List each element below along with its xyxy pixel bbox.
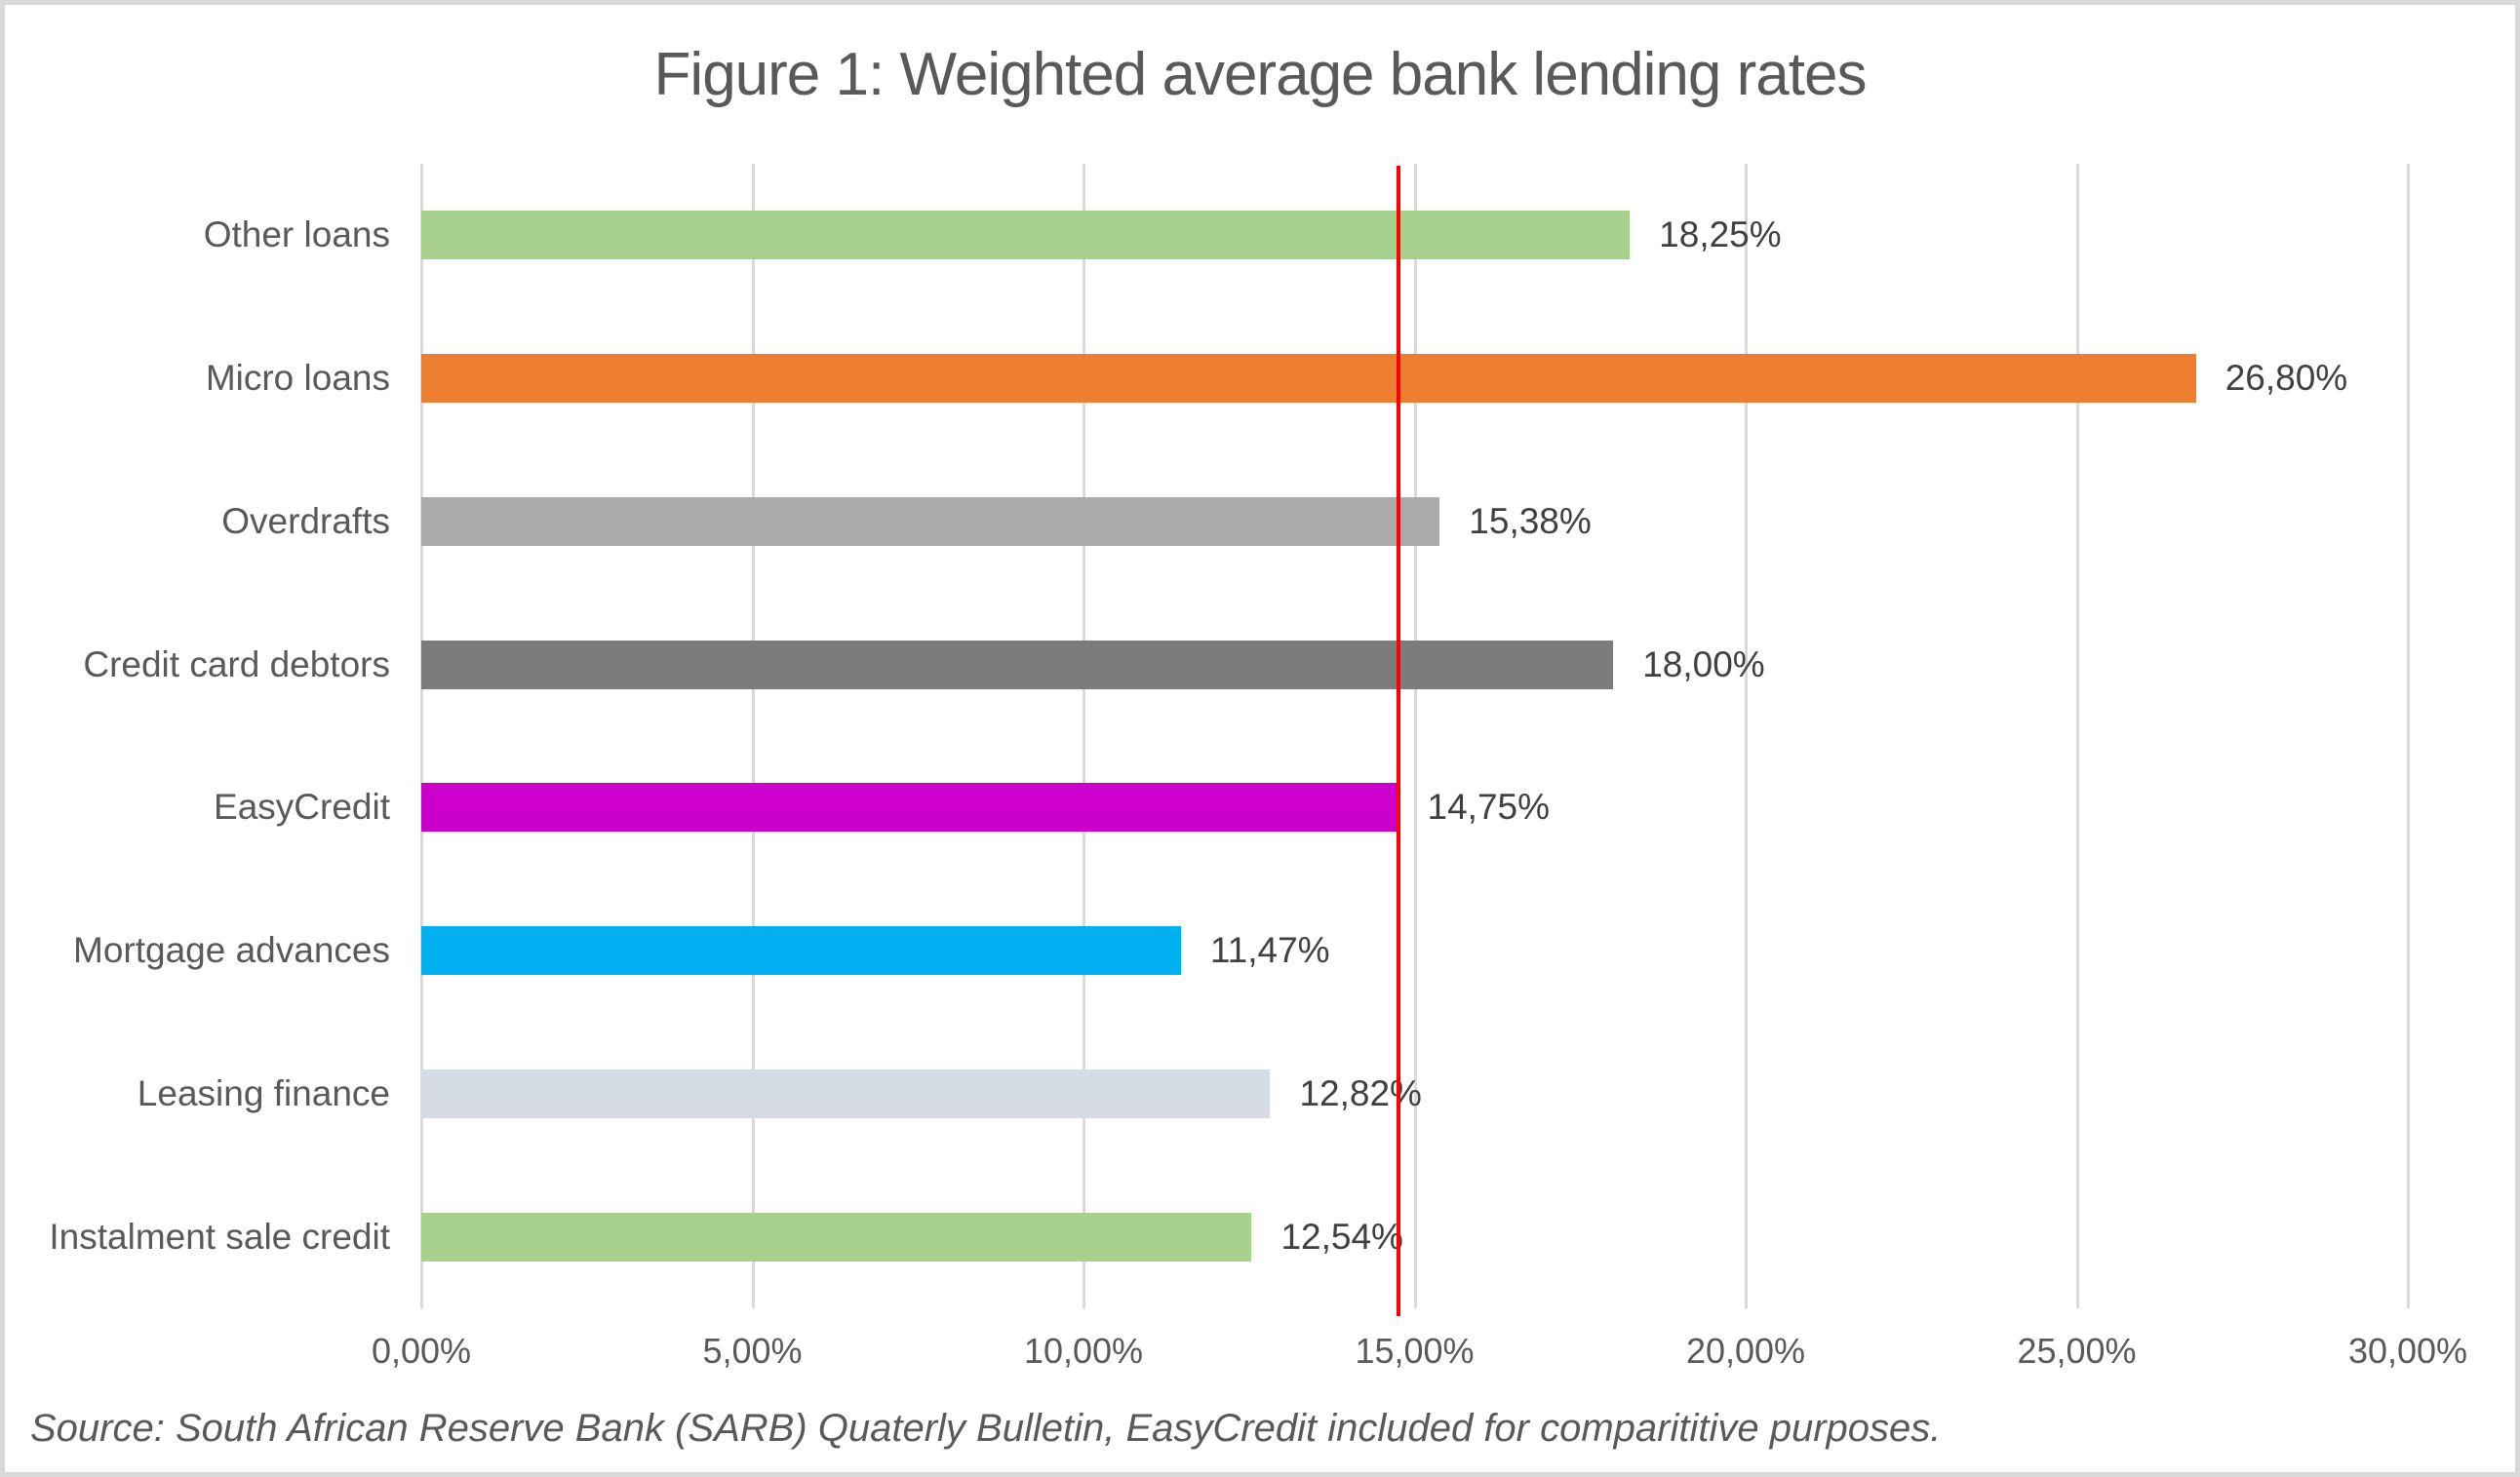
x-axis: 0,00% 5,00% 10,00% 15,00% 20,00% 25,00% 30,00% — [372, 1331, 2467, 1385]
source-note: Source: South African Reserve Bank (SARB… — [30, 1407, 1942, 1450]
bar — [421, 1212, 1252, 1262]
bar-row: Other loans 18,25% — [204, 164, 2408, 307]
category-label: EasyCredit — [214, 787, 390, 828]
category-label: Micro loans — [205, 358, 390, 399]
bar — [421, 926, 1181, 976]
x-tick-label: 5,00% — [702, 1331, 803, 1371]
bar-row: EasyCredit 14,75% — [214, 736, 2408, 879]
category-label: Credit card debtors — [83, 643, 390, 684]
category-label: Overdrafts — [221, 500, 390, 541]
bar — [421, 640, 1614, 689]
x-tick-label: 25,00% — [2017, 1331, 2137, 1371]
bar — [421, 496, 1440, 546]
bar-row: Overdrafts 15,38% — [221, 450, 2408, 594]
x-tick-label: 15,00% — [1355, 1331, 1475, 1371]
bar — [421, 1069, 1271, 1118]
category-label: Other loans — [203, 214, 390, 255]
bar-row: Credit card debtors 18,00% — [83, 593, 2408, 736]
value-label: 26,80% — [2225, 358, 2348, 399]
category-label: Leasing finance — [137, 1072, 390, 1113]
reference-line — [1396, 166, 1400, 1316]
value-label: 11,47% — [1209, 930, 1330, 971]
gridline — [751, 164, 755, 1308]
gridline — [420, 164, 423, 1308]
bar-row: Mortgage advances 11,47% — [73, 879, 2408, 1023]
gridline — [1413, 164, 1417, 1308]
category-label: Mortgage advances — [73, 930, 390, 971]
bar-row: Leasing finance 12,82% — [138, 1023, 2408, 1166]
gridline — [2075, 164, 2079, 1308]
gridline — [2407, 164, 2410, 1308]
gridline — [1083, 164, 1085, 1308]
chart-title: Figure 1: Weighted average bank lending … — [653, 41, 1868, 108]
x-tick-label: 20,00% — [1685, 1331, 1806, 1371]
value-label: 12,82% — [1299, 1072, 1422, 1113]
x-tick-label: 0,00% — [371, 1331, 472, 1371]
value-label: 12,54% — [1280, 1216, 1403, 1257]
value-label: 18,25% — [1659, 214, 1782, 255]
category-label: Instalment sale credit — [49, 1216, 390, 1257]
bar-row: Instalment sale credit 12,54% — [49, 1165, 2408, 1308]
x-tick-label: 10,00% — [1023, 1331, 1144, 1371]
gridline — [1745, 164, 1748, 1308]
bar — [421, 354, 2196, 404]
value-label: 18,00% — [1642, 643, 1765, 684]
x-tick-label: 30,00% — [2347, 1331, 2468, 1371]
value-label: 15,38% — [1469, 500, 1592, 541]
plot-area: Other loans 18,25% Micro loans 26,80% Ov… — [49, 164, 2410, 1316]
value-label: 14,75% — [1427, 787, 1551, 828]
bar-row: Micro loans 26,80% — [206, 307, 2408, 450]
bar — [421, 211, 1631, 260]
bar — [421, 783, 1398, 833]
